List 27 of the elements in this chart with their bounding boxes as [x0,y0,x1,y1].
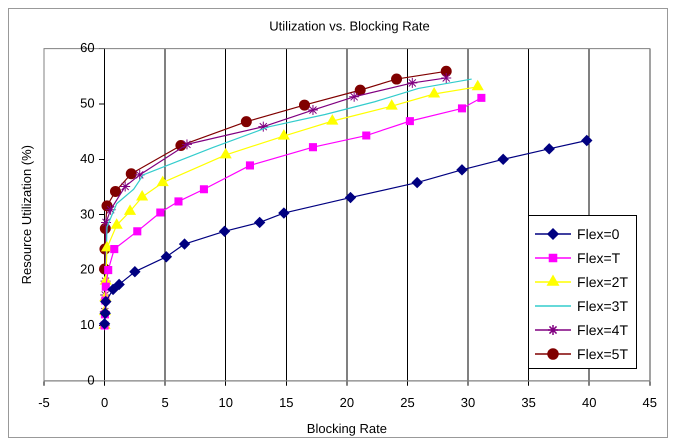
x-tick-label: 30 [460,395,476,410]
y-tick-label: 60 [80,40,95,56]
x-tick-label: -5 [38,395,50,410]
y-tick-label: 40 [80,150,95,166]
x-axis-title: Blocking Rate [306,420,387,436]
legend-label: Flex=T [577,250,620,266]
y-tick-label: 10 [80,317,95,332]
legend-label: Flex=5T [577,346,628,362]
y-tick-label: 0 [87,372,95,388]
legend-label: Flex=3T [577,298,628,314]
legend-label: Flex=4T [577,322,628,338]
y-axis-title: Resource Utilization (%) [19,144,34,284]
y-tick-label: 30 [80,206,95,222]
x-tick-label: 0 [100,395,108,410]
legend-label: Flex=2T [577,274,628,290]
y-tick-label: 20 [80,262,95,277]
x-tick-label: 5 [162,395,169,410]
x-tick-label: 20 [340,395,354,410]
y-tick-label: 50 [80,96,95,111]
chart-title: Utilization vs. Blocking Rate [269,18,430,34]
x-tick-label: 35 [521,395,536,410]
legend-label: Flex=0 [577,226,620,242]
x-tick-label: 25 [400,395,415,410]
x-tick-label: 45 [642,395,658,410]
x-tick-label: 40 [582,395,596,410]
x-tick-label: 15 [279,395,294,410]
x-tick-label: 10 [218,395,233,410]
